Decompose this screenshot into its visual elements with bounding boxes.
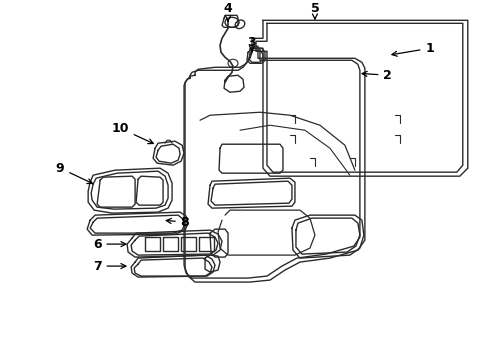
Text: 8: 8 [166, 216, 189, 229]
Text: 2: 2 [362, 69, 392, 82]
Text: 7: 7 [93, 260, 126, 273]
Text: 10: 10 [111, 122, 153, 144]
Text: 3: 3 [247, 36, 256, 52]
Text: 4: 4 [223, 2, 232, 21]
Text: 1: 1 [392, 42, 434, 56]
Text: 5: 5 [311, 2, 319, 19]
Text: 9: 9 [56, 162, 92, 184]
Text: 6: 6 [93, 238, 126, 251]
